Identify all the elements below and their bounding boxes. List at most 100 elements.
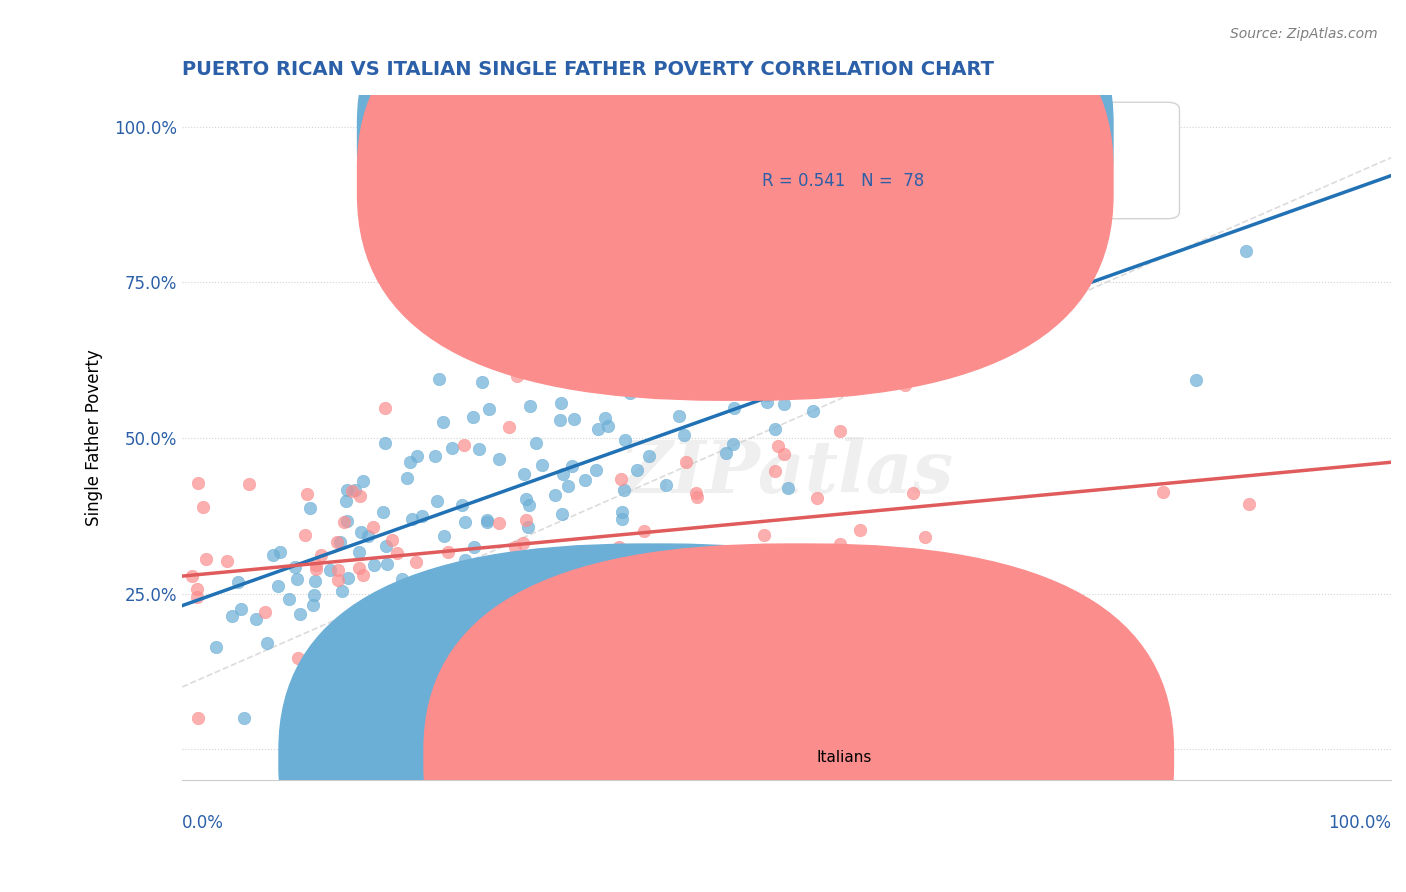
Point — [416, 579, 439, 593]
Point — [406, 449, 429, 463]
Point — [426, 494, 449, 508]
Point — [585, 463, 607, 477]
Point — [423, 449, 446, 463]
Point — [371, 505, 394, 519]
Point — [399, 455, 422, 469]
Point — [551, 507, 574, 521]
Point — [470, 375, 492, 389]
Point — [232, 711, 254, 725]
Point — [297, 487, 319, 501]
Point — [561, 458, 583, 473]
Point — [347, 545, 370, 559]
Point — [361, 520, 384, 534]
Point — [433, 529, 456, 543]
Point — [349, 561, 371, 575]
Point — [562, 411, 585, 425]
Point — [596, 419, 619, 434]
Point — [903, 486, 925, 500]
Point — [844, 546, 866, 560]
Point — [603, 554, 626, 568]
Point — [335, 494, 357, 508]
Point — [454, 515, 477, 529]
Point — [551, 467, 574, 482]
Point — [763, 422, 786, 436]
Point — [914, 530, 936, 544]
Point — [524, 435, 547, 450]
Point — [914, 314, 936, 328]
Point — [360, 675, 382, 690]
Point — [714, 446, 737, 460]
Point — [181, 568, 204, 582]
Point — [773, 447, 796, 461]
Point — [304, 558, 326, 573]
Point — [415, 614, 437, 628]
Point — [352, 568, 374, 582]
Text: Puerto Ricans: Puerto Ricans — [672, 750, 778, 765]
Point — [373, 401, 395, 416]
Point — [721, 376, 744, 391]
Point — [245, 612, 267, 626]
Point — [254, 605, 277, 619]
Point — [450, 498, 472, 512]
Point — [285, 573, 308, 587]
Point — [675, 455, 697, 469]
Point — [329, 535, 352, 549]
Point — [578, 340, 600, 354]
Point — [548, 413, 571, 427]
Point — [231, 602, 253, 616]
Point — [588, 422, 610, 436]
Point — [319, 563, 342, 577]
Point — [851, 556, 873, 570]
Point — [468, 442, 491, 456]
Text: 0.0%: 0.0% — [183, 814, 224, 832]
Point — [988, 321, 1011, 335]
Point — [785, 330, 807, 344]
Point — [966, 301, 988, 316]
Point — [343, 483, 366, 498]
Point — [830, 424, 852, 438]
Point — [335, 514, 357, 528]
Point — [498, 420, 520, 434]
Point — [457, 576, 479, 591]
Point — [613, 483, 636, 498]
Point — [309, 549, 332, 563]
Point — [544, 488, 567, 502]
Point — [582, 600, 605, 615]
Point — [401, 511, 423, 525]
Text: PUERTO RICAN VS ITALIAN SINGLE FATHER POVERTY CORRELATION CHART: PUERTO RICAN VS ITALIAN SINGLE FATHER PO… — [183, 60, 994, 78]
Point — [349, 524, 371, 539]
Point — [392, 624, 415, 639]
Point — [672, 545, 695, 559]
Point — [766, 439, 789, 453]
Point — [610, 472, 633, 486]
Point — [531, 458, 554, 473]
Point — [676, 334, 699, 349]
Point — [453, 438, 475, 452]
Point — [773, 396, 796, 410]
Y-axis label: Single Father Poverty: Single Father Poverty — [86, 350, 103, 526]
Point — [475, 516, 498, 530]
Point — [612, 512, 634, 526]
Point — [305, 562, 328, 576]
Point — [284, 560, 307, 574]
Point — [506, 368, 529, 383]
Point — [607, 540, 630, 554]
Point — [647, 559, 669, 574]
Point — [1234, 244, 1257, 258]
Point — [256, 636, 278, 650]
Point — [349, 489, 371, 503]
Point — [450, 575, 472, 590]
Point — [187, 475, 209, 490]
Point — [267, 579, 290, 593]
Point — [475, 514, 498, 528]
Point — [517, 498, 540, 512]
Point — [626, 463, 648, 477]
Point — [342, 483, 364, 498]
Point — [454, 553, 477, 567]
Point — [352, 474, 374, 488]
Point — [614, 433, 637, 447]
Point — [336, 483, 359, 497]
Point — [463, 540, 485, 554]
Point — [405, 555, 427, 569]
Point — [298, 654, 321, 668]
